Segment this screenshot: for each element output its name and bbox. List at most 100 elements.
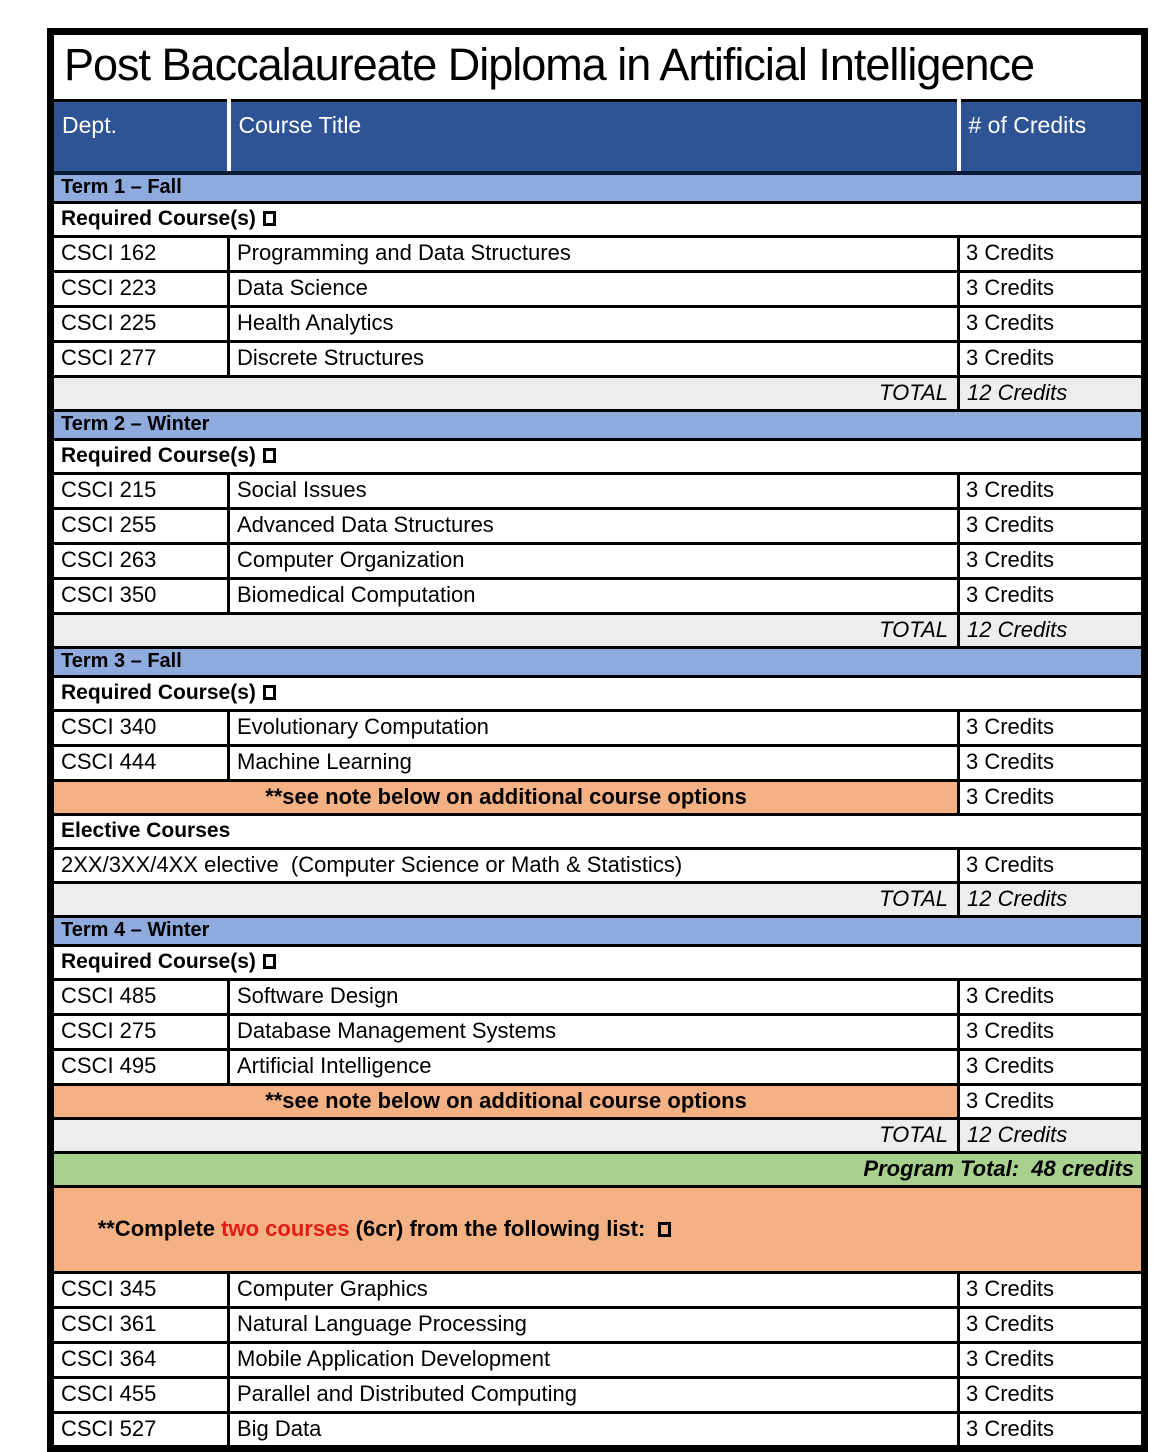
column-header-dept: Dept. — [50, 100, 229, 175]
course-title-cell: Natural Language Processing — [227, 1305, 960, 1344]
term-header-row: Term 3 – Fall — [48, 645, 1147, 678]
course-row: CSCI 444 Machine Learning 3 Credits — [49, 743, 1147, 782]
total-row: TOTAL 12 Credits — [49, 880, 1147, 918]
course-row: CSCI 277 Discrete Structures 3 Credits — [49, 339, 1147, 378]
page-title: Post Baccalaureate Diploma in Artificial… — [50, 31, 1145, 102]
complete-note-prefix: **Complete — [97, 1215, 222, 1241]
credits-cell: 3 Credits — [956, 977, 1147, 1016]
course-row: CSCI 255 Advanced Data Structures 3 Cred… — [49, 506, 1147, 545]
course-row: CSCI 350 Biomedical Computation 3 Credit… — [49, 576, 1147, 615]
program-total-row: Program Total: 48 credits — [48, 1150, 1147, 1188]
dept-cell: CSCI 485 — [49, 977, 230, 1016]
credits-cell: 3 Credits — [956, 708, 1147, 747]
note-row: **see note below on additional course op… — [49, 778, 1147, 816]
dept-cell: CSCI 277 — [49, 339, 230, 378]
section-subheader-row: Elective Courses — [48, 812, 1147, 850]
course-row: CSCI 263 Computer Organization 3 Credits — [49, 541, 1147, 580]
course-title-cell: Machine Learning — [227, 743, 960, 782]
dept-cell: CSCI 527 — [49, 1410, 230, 1450]
course-title-cell: Big Data — [227, 1410, 960, 1450]
elective-row: 2XX/3XX/4XX elective (Computer Science o… — [49, 846, 1147, 884]
course-title-cell: Computer Graphics — [227, 1270, 960, 1309]
checkbox-icon — [262, 953, 276, 969]
column-header-course-title: Course Title — [226, 100, 959, 175]
total-credits-cell: 12 Credits — [956, 1116, 1147, 1154]
note-row: **see note below on additional course op… — [49, 1082, 1147, 1120]
total-label: TOTAL — [49, 880, 960, 918]
checkbox-icon — [262, 210, 276, 226]
course-title-cell: Evolutionary Computation — [227, 708, 960, 747]
section-subheader-label: Required Course(s) — [61, 443, 256, 467]
course-row: CSCI 527 Big Data 3 Credits — [49, 1410, 1147, 1450]
credits-cell: 3 Credits — [956, 1375, 1147, 1414]
course-title-cell: Health Analytics — [227, 304, 960, 343]
section-subheader-row: Required Course(s) — [48, 200, 1147, 238]
document-page: Post Baccalaureate Diploma in Artificial… — [47, 28, 1149, 1452]
course-row: CSCI 225 Health Analytics 3 Credits — [49, 304, 1147, 343]
dept-cell: CSCI 361 — [49, 1305, 230, 1344]
credits-cell: 3 Credits — [956, 541, 1147, 580]
section-subheader-label: Required Course(s) — [61, 949, 256, 973]
credits-cell: 3 Credits — [956, 778, 1147, 816]
course-title-cell: Social Issues — [227, 471, 960, 510]
section-subheader-label: Elective Courses — [61, 818, 231, 842]
total-label: TOTAL — [49, 374, 960, 412]
checkbox-icon — [262, 447, 276, 463]
total-label: TOTAL — [49, 611, 960, 649]
complete-note-suffix: (6cr) from the following list: — [349, 1215, 652, 1241]
course-row: CSCI 361 Natural Language Processing 3 C… — [49, 1305, 1147, 1344]
credits-cell: 3 Credits — [956, 339, 1147, 378]
credits-cell: 3 Credits — [956, 234, 1147, 273]
column-header-row: Dept. Course Title # of Credits — [50, 100, 1145, 175]
elective-text: 2XX/3XX/4XX elective (Computer Science o… — [49, 846, 960, 884]
checkbox-icon — [262, 684, 276, 700]
course-row: CSCI 455 Parallel and Distributed Comput… — [49, 1375, 1147, 1414]
term-header-row: Term 2 – Winter — [48, 408, 1147, 441]
dept-cell: CSCI 444 — [49, 743, 230, 782]
course-row: CSCI 215 Social Issues 3 Credits — [49, 471, 1147, 510]
course-title-cell: Artificial Intelligence — [227, 1047, 960, 1086]
dept-cell: CSCI 255 — [49, 506, 230, 545]
dept-cell: CSCI 455 — [49, 1375, 230, 1414]
total-credits-cell: 12 Credits — [956, 374, 1147, 412]
total-row: TOTAL 12 Credits — [49, 374, 1147, 412]
credits-cell: 3 Credits — [956, 1047, 1147, 1086]
course-title-cell: Software Design — [227, 977, 960, 1016]
credits-cell: 3 Credits — [956, 304, 1147, 343]
term-header-label: Term 2 – Winter — [48, 408, 1147, 441]
total-credits-cell: 12 Credits — [956, 611, 1147, 649]
column-header-credits: # of Credits — [956, 100, 1145, 175]
course-title-cell: Database Management Systems — [227, 1012, 960, 1051]
checkbox-icon — [658, 1221, 672, 1237]
credits-cell: 3 Credits — [956, 506, 1147, 545]
course-title-cell: Computer Organization — [227, 541, 960, 580]
section-subheader-row: Required Course(s) — [48, 437, 1147, 475]
term-header-row: Term 1 – Fall — [48, 171, 1147, 204]
section-subheader-label: Required Course(s) — [61, 206, 256, 230]
credits-cell: 3 Credits — [956, 269, 1147, 308]
course-row: CSCI 495 Artificial Intelligence 3 Credi… — [49, 1047, 1147, 1086]
term-header-label: Term 4 – Winter — [48, 914, 1147, 947]
section-subheader-row: Required Course(s) — [48, 943, 1147, 981]
total-row: TOTAL 12 Credits — [49, 611, 1147, 649]
dept-cell: CSCI 162 — [49, 234, 230, 273]
section-subheader-row: Required Course(s) — [48, 674, 1147, 712]
credits-cell: 3 Credits — [956, 846, 1147, 884]
program-table: Post Baccalaureate Diploma in Artificial… — [47, 28, 1149, 1452]
dept-cell: CSCI 345 — [49, 1270, 230, 1309]
credits-cell: 3 Credits — [956, 743, 1147, 782]
credits-cell: 3 Credits — [956, 576, 1147, 615]
course-title-cell: Advanced Data Structures — [227, 506, 960, 545]
dept-cell: CSCI 223 — [49, 269, 230, 308]
course-title-cell: Mobile Application Development — [227, 1340, 960, 1379]
dept-cell: CSCI 215 — [49, 471, 230, 510]
credits-cell: 3 Credits — [956, 1340, 1147, 1379]
course-title-cell: Discrete Structures — [227, 339, 960, 378]
credits-cell: 3 Credits — [956, 1410, 1147, 1450]
section-subheader-label: Required Course(s) — [61, 680, 256, 704]
dept-cell: CSCI 364 — [49, 1340, 230, 1379]
credits-cell: 3 Credits — [956, 471, 1147, 510]
course-row: CSCI 364 Mobile Application Development … — [49, 1340, 1147, 1379]
term-header-label: Term 3 – Fall — [48, 645, 1147, 678]
credits-cell: 3 Credits — [956, 1012, 1147, 1051]
